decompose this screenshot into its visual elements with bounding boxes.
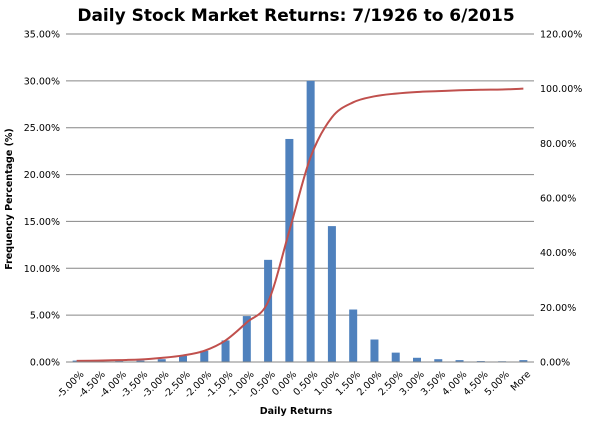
bar [519,360,528,362]
cumulative-line-series [76,87,524,362]
y-tick-label: 20.00% [24,170,60,181]
y-tick-label: 5.00% [30,311,60,322]
y2-tick-label: 60.00% [540,194,576,205]
bar [72,360,81,362]
x-tick-label: More [509,369,534,394]
bar [349,309,358,362]
bar [242,316,251,362]
y2-tick-label: 0.00% [540,358,570,369]
y-tick-label: 25.00% [24,123,60,134]
y-tick-label: 10.00% [24,264,60,275]
y2-tick-label: 80.00% [540,139,576,150]
gridlines [66,33,534,316]
bar [221,340,230,362]
bar [455,360,464,362]
bar [434,359,443,362]
bar [285,138,294,362]
bar [136,360,145,362]
y-tick-label: 0.00% [30,358,60,369]
bar [200,350,209,362]
y-tick-label: 30.00% [24,76,60,87]
y-tick-label: 35.00% [24,30,60,41]
x-axis-tick-labels: -5.00%-4.50%-4.00%-3.50%-3.00%-2.50%-2.0… [55,369,533,401]
bar [413,357,421,362]
y-axis-tick-labels: 0.00% 5.00% 10.00% 15.00% 20.00% 25.00% 30.00%… [24,30,60,369]
x-axis-title: Daily Returns [260,406,333,417]
chart-title: Daily Stock Market Returns: 7/1926 to 6/… [77,6,514,26]
y-tick-label: 15.00% [24,217,60,228]
y2-tick-label: 20.00% [540,303,576,314]
bar [391,352,400,362]
y2-tick-label: 120.00% [540,30,582,41]
bar [370,339,379,362]
bar [179,355,187,362]
bar [157,359,166,362]
y-axis-title: Frequency Percentage (%) [4,128,15,270]
y2-tick-label: 100.00% [540,84,582,95]
y2-axis-tick-labels: 0.00% 20.00% 40.00% 60.00% 80.00% 100.00% 120.… [540,30,582,369]
y2-tick-label: 40.00% [540,248,576,259]
bar [327,226,336,362]
bar [306,80,315,362]
cumulative-line [76,87,524,362]
bar [264,259,273,362]
